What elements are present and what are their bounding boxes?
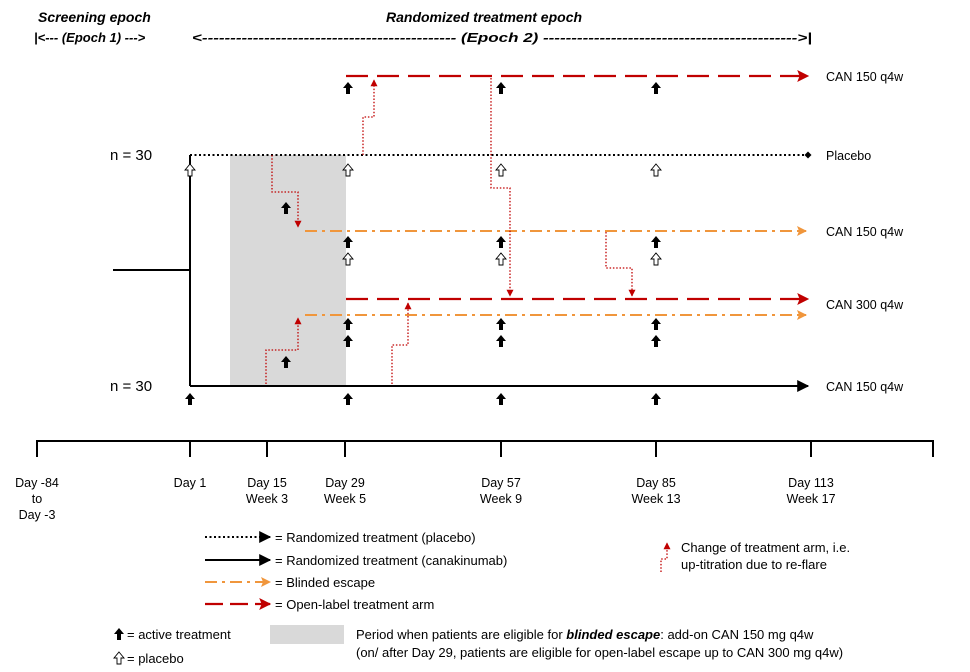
timeline-label: Day 29 — [325, 476, 365, 490]
legend-active-label: = active treatment — [127, 627, 231, 642]
legend-line-labels: = Randomized treatment (placebo) = Rando… — [275, 530, 507, 612]
timeline-label: Week 9 — [480, 492, 522, 506]
screening-epoch-title: Screening epoch — [38, 9, 151, 25]
timeline-label: Day 57 — [481, 476, 521, 490]
legend-canakinumab-label: = Randomized treatment (canakinumab) — [275, 553, 507, 568]
timeline-label: Day 85 — [636, 476, 676, 490]
legend-placebo-icon — [113, 651, 125, 665]
timeline-label: Day -84 — [15, 476, 59, 490]
legend-blinded-escape-label: = Blinded escape — [275, 575, 375, 590]
timeline-label: Day 113 — [788, 476, 834, 490]
legend-period-text-2: (on/ after Day 29, patients are eligible… — [356, 645, 843, 660]
timeline-label: to — [32, 492, 42, 506]
arm-label-can300: CAN 300 q4w — [826, 298, 904, 312]
legend-placebo-label: = Randomized treatment (placebo) — [275, 530, 476, 545]
timeline-label: Day 15 — [247, 476, 287, 490]
timeline-label: Week 3 — [246, 492, 288, 506]
timeline-ticks — [36, 441, 934, 457]
screening-epoch-span: |<--- (Epoch 1) ---> — [34, 30, 146, 45]
timeline-label: Day 1 — [174, 476, 207, 490]
timeline-label: Week 13 — [631, 492, 680, 506]
randomized-epoch-title: Randomized treatment epoch — [386, 9, 582, 25]
n-label-bottom: n = 30 — [110, 378, 152, 395]
arm-label-open-label-can150: CAN 150 q4w — [826, 70, 904, 84]
timeline-labels: Day -84 to Day -3 Day 1 Day 15 Week 3 Da… — [15, 476, 835, 522]
timeline-label: Week 17 — [786, 492, 835, 506]
up-titration-paths — [265, 78, 636, 384]
legend-active-icon — [114, 628, 124, 640]
legend-period-text-1: Period when patients are eligible for bl… — [356, 627, 814, 642]
legend-change-arm-icon — [660, 542, 671, 572]
arm-label-placebo: Placebo — [826, 149, 871, 163]
legend-period-swatch — [270, 625, 344, 644]
legend-placebo-symbol-label: = placebo — [127, 651, 184, 666]
arm-label-blinded-can150: CAN 150 q4w — [826, 225, 904, 239]
arm-label-can150: CAN 150 q4w — [826, 380, 904, 394]
blinded-escape-period — [230, 155, 346, 386]
legend-change-arm-2: up-titration due to re-flare — [681, 557, 827, 572]
legend-open-label-label: = Open-label treatment arm — [275, 597, 434, 612]
timeline-label: Week 5 — [324, 492, 366, 506]
timeline-label: Day -3 — [19, 508, 56, 522]
legend-change-arm-1: Change of treatment arm, i.e. — [681, 540, 850, 555]
n-label-top: n = 30 — [110, 147, 152, 164]
randomized-epoch-span: <---------------------------------------… — [192, 30, 812, 45]
